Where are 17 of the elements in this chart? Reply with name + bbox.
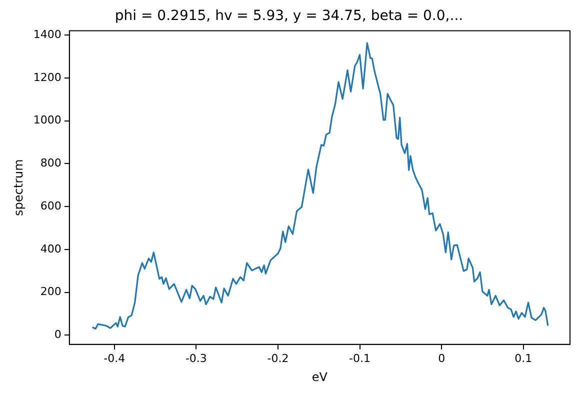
y-tick-label: 400: [40, 242, 62, 256]
y-tick-label: 200: [40, 285, 62, 298]
y-tick-label: 1000: [33, 114, 62, 127]
x-tick-label: -0.2: [267, 352, 289, 365]
x-tick-label: -0.4: [104, 352, 126, 365]
y-axis-title: spectrum: [11, 159, 26, 216]
x-tick-label: 0: [438, 352, 446, 365]
chart-title: phi = 0.2915, hv = 5.93, y = 34.75, beta = 0.0,...: [114, 8, 464, 24]
y-tick-label: 600: [40, 199, 62, 212]
y-tick-label: 0: [54, 328, 62, 342]
y-tick-label: 1200: [33, 70, 62, 84]
x-tick-label: 0.1: [514, 352, 532, 365]
y-tick-label: 1400: [33, 28, 62, 41]
x-tick-label: -0.3: [185, 352, 207, 365]
y-tick-label: 800: [40, 156, 62, 170]
x-axis-title: eV: [312, 370, 328, 384]
x-tick-label: -0.1: [349, 352, 371, 365]
